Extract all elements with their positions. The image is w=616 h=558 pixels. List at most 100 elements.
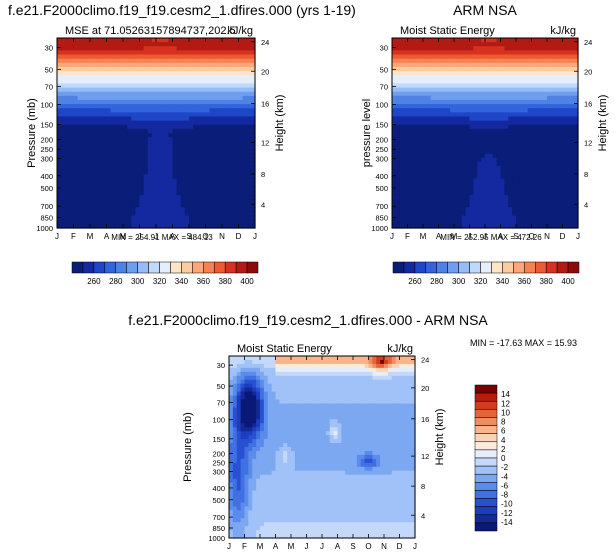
- heatmap-cell: [242, 137, 248, 142]
- heatmap-cell: [222, 66, 227, 72]
- heatmap-cell: [558, 46, 564, 51]
- heatmap-cell: [229, 526, 234, 531]
- heatmap-cell: [238, 145, 244, 151]
- heatmap-cell: [547, 161, 552, 167]
- heatmap-cell: [110, 108, 116, 113]
- heatmap-cell: [550, 174, 556, 180]
- heatmap-cell: [508, 62, 513, 68]
- heatmap-cell: [430, 46, 436, 51]
- heatmap-cell: [236, 510, 242, 515]
- heatmap-cell: [118, 186, 124, 192]
- heatmap-cell: [454, 166, 459, 171]
- heatmap-cell: [562, 137, 567, 142]
- heatmap-cell: [395, 157, 401, 163]
- heatmap-cell: [430, 215, 436, 221]
- heatmap-cell: [252, 506, 257, 511]
- heatmap-cell: [527, 203, 533, 208]
- heatmap-cell: [423, 145, 428, 151]
- heatmap-cell: [106, 182, 112, 188]
- heatmap-cell: [531, 46, 536, 51]
- heatmap-cell: [77, 116, 83, 122]
- heatmap-cell: [61, 128, 66, 134]
- heatmap-cell: [102, 207, 108, 213]
- heatmap-cell: [213, 182, 219, 188]
- heatmap-cell: [184, 194, 190, 200]
- heatmap-cell: [94, 153, 99, 159]
- heatmap-cell: [508, 170, 513, 175]
- heatmap-cell: [139, 157, 145, 163]
- heatmap-cell: [442, 38, 447, 43]
- heatmap-cell: [94, 157, 99, 163]
- heatmap-cell: [226, 66, 231, 72]
- heatmap-cell: [504, 91, 509, 97]
- heatmap-cell: [415, 38, 420, 43]
- heatmap-cell: [539, 91, 544, 97]
- heatmap-cell: [566, 137, 571, 142]
- heatmap-cell: [485, 178, 490, 184]
- heatmap-cell: [395, 186, 401, 192]
- heatmap-cell: [156, 46, 161, 51]
- heatmap-cell: [512, 190, 517, 196]
- heatmap-cell: [143, 95, 149, 101]
- heatmap-cell: [160, 182, 165, 188]
- heatmap-cell: [69, 157, 75, 163]
- heatmap-cell: [248, 514, 253, 519]
- heatmap-cell: [57, 194, 62, 200]
- heatmap-cell: [90, 116, 95, 122]
- x-tick-label: O: [528, 232, 534, 241]
- heatmap-cell: [242, 161, 248, 167]
- heatmap-cell: [508, 186, 513, 192]
- heatmap-cell: [164, 215, 169, 221]
- heatmap-cell: [442, 170, 447, 175]
- heatmap-cell: [477, 133, 482, 138]
- heatmap-cell: [168, 42, 174, 47]
- heatmap-cell: [151, 157, 157, 163]
- heatmap-cell: [512, 38, 517, 43]
- heatmap-cell: [419, 66, 424, 72]
- heatmap-cell: [135, 91, 141, 97]
- heatmap-cell: [415, 58, 420, 64]
- heatmap-cell: [205, 62, 211, 68]
- heatmap-cell: [457, 112, 463, 118]
- heatmap-cell: [242, 99, 248, 105]
- heatmap-cell: [454, 99, 459, 105]
- heatmap-cell: [205, 87, 211, 93]
- heatmap-cell: [85, 83, 91, 89]
- heatmap-cell: [98, 141, 103, 146]
- heatmap-cell: [232, 470, 238, 476]
- heatmap-cell: [160, 108, 165, 113]
- heatmap-cell: [209, 108, 215, 113]
- heatmap-cell: [411, 182, 416, 188]
- heatmap-cell: [127, 170, 132, 175]
- heatmap-cell: [419, 219, 424, 225]
- heatmap-cell: [446, 186, 451, 192]
- colorbar-swatch: [203, 261, 215, 274]
- heatmap-cell: [222, 46, 227, 51]
- heatmap-cell: [543, 182, 548, 188]
- heatmap-cell: [450, 108, 455, 113]
- heatmap-cell: [523, 194, 529, 200]
- heatmap-cell: [127, 211, 132, 217]
- heatmap-cell: [508, 95, 513, 101]
- heatmap-cell: [244, 399, 249, 405]
- heatmap-cell: [392, 108, 397, 113]
- heatmap-cell: [240, 419, 246, 424]
- heatmap-cell: [229, 403, 234, 409]
- heatmap-cell: [516, 215, 521, 221]
- heatmap-cell: [403, 87, 409, 93]
- heatmap-cell: [547, 95, 552, 101]
- heatmap-cell: [450, 112, 455, 118]
- heatmap-cell: [180, 153, 186, 159]
- heatmap-cell: [512, 178, 517, 184]
- heatmap-cell: [554, 79, 560, 85]
- heatmap-cell: [123, 46, 128, 51]
- heatmap-cell: [442, 79, 447, 85]
- heatmap-cell: [244, 510, 249, 515]
- heatmap-cell: [461, 79, 467, 85]
- heatmap-cell: [238, 174, 244, 180]
- heatmap-cell: [512, 170, 517, 175]
- heatmap-cell: [461, 83, 467, 89]
- heatmap-cell: [184, 157, 190, 163]
- heatmap-cell: [229, 470, 234, 476]
- heatmap-cell: [57, 170, 62, 175]
